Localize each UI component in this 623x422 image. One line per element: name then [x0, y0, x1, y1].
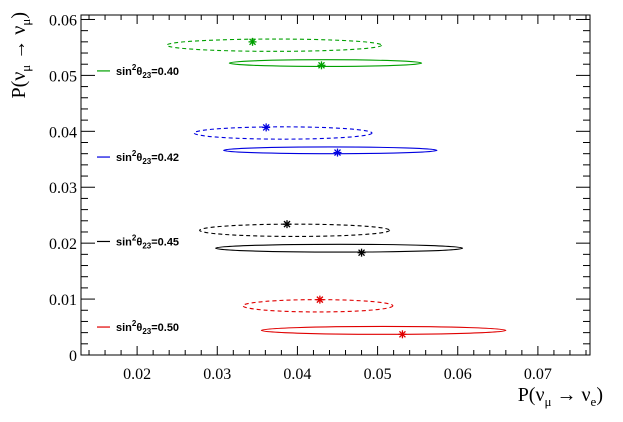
best-fit-solid-050	[398, 330, 407, 339]
x-tick-label: 0.02	[123, 366, 151, 383]
series-layer	[166, 37, 507, 339]
legend-label-042: sin2θ23=0.42	[116, 149, 179, 166]
best-fit-dashed-042	[262, 123, 271, 132]
best-fit-dashed-040	[248, 37, 257, 46]
y-tick-label: 0.06	[49, 12, 77, 29]
axis-ticks: 0.02 0.03 0.04 0.05 0.06 0.07 0 0.01 0.02 0.03 0.0…	[49, 12, 590, 383]
y-axis-title: P(νμ → νμ)	[8, 12, 33, 99]
legend-label-050: sin2θ23=0.50	[116, 319, 179, 336]
x-tick-label: 0.05	[364, 366, 392, 383]
contour-solid-040	[228, 59, 423, 67]
contour-solid-042	[223, 146, 438, 155]
contour-dashed-045	[199, 223, 391, 237]
y-tick-label: 0.01	[49, 292, 77, 309]
y-tick-label: 0.04	[49, 124, 77, 141]
legend: sin2θ23=0.40 sin2θ23=0.42 sin2θ23=0.45 sin2…	[97, 63, 179, 336]
y-tick-label: 0.03	[49, 180, 77, 197]
x-tick-label: 0.07	[524, 366, 552, 383]
contour-solid-045	[215, 243, 464, 253]
best-fit-solid-042	[333, 148, 342, 157]
x-axis-title: P(νμ → νe)	[518, 384, 603, 409]
legend-label-040: sin2θ23=0.40	[116, 63, 179, 80]
best-fit-dashed-050	[315, 295, 324, 304]
contour-dashed-040	[166, 38, 383, 52]
x-tick-label: 0.04	[283, 366, 311, 383]
best-fit-dashed-045	[283, 220, 292, 229]
plot-frame	[80, 14, 591, 356]
best-fit-solid-040	[317, 61, 326, 70]
y-tick-label: 0	[69, 348, 77, 365]
best-fit-solid-045	[357, 248, 366, 257]
y-tick-label: 0.02	[49, 236, 77, 253]
x-tick-label: 0.06	[444, 366, 472, 383]
contour-dashed-042	[193, 126, 373, 140]
legend-label-045: sin2θ23=0.45	[116, 233, 179, 250]
contour-solid-050	[260, 325, 507, 335]
x-tick-label: 0.03	[203, 366, 231, 383]
y-tick-label: 0.05	[49, 68, 77, 85]
